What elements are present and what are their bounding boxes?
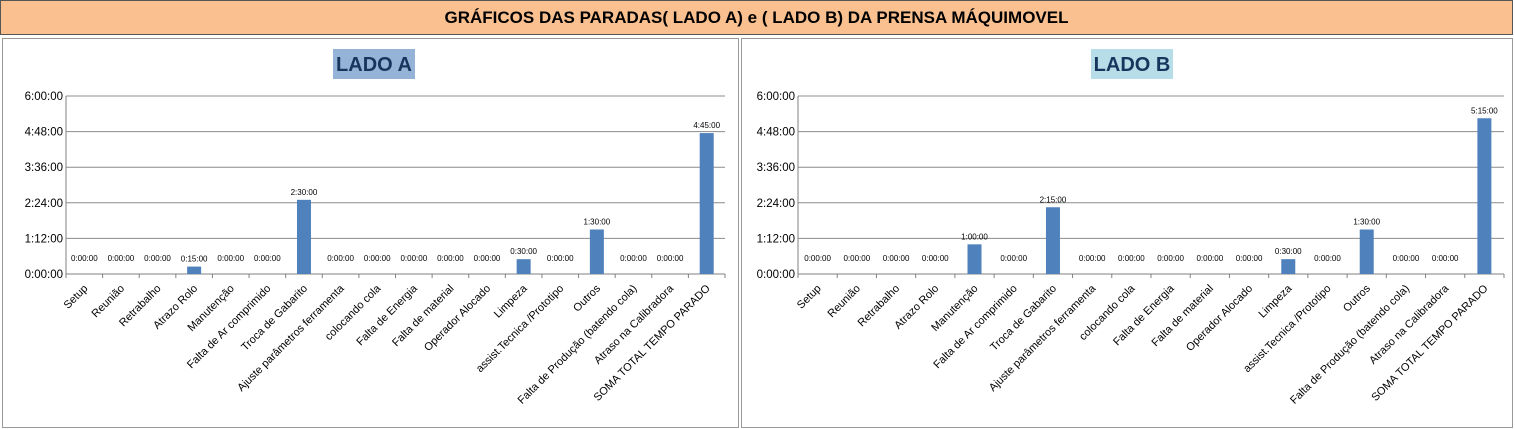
data-label: 0:00:00 [254,254,281,263]
data-label: 0:00:00 [883,254,910,263]
data-label: 0:00:00 [1393,254,1420,263]
data-label: 0:00:00 [474,254,501,263]
page-title-banner: GRÁFICOS DAS PARADAS( LADO A) e ( LADO B… [0,0,1513,35]
x-category-label: Limpeza [1257,282,1296,321]
chart-title: LADO A [336,54,412,76]
bar [589,229,604,274]
chart-lado-b: LADO B 0:00:00 1:12:00 2:24:00 3:36:00 4:48:0… [757,49,1505,407]
y-tick-label: 1:12:00 [757,233,795,245]
data-label: 2:30:00 [291,188,318,197]
data-label: 0:00:00 [1196,254,1223,263]
data-label: 0:00:00 [547,254,574,263]
data-label: 0:00:00 [400,254,427,263]
data-label: 0:00:00 [364,254,391,263]
chart-title: LADO B [1094,54,1171,76]
chart-lado-a: LADO A 0:00:00 1:12:00 2:24:00 3:36:00 4:48:0… [25,49,726,407]
data-label: 0:00:00 [1157,254,1184,263]
x-category-label: Reunião [90,283,127,320]
y-tick-label: 2:24:00 [25,198,63,210]
data-label: 0:00:00 [1314,254,1341,263]
data-label: 5:15:00 [1471,106,1498,115]
bar [1359,229,1374,274]
x-category-label: Outros [571,282,603,314]
data-label: 0:00:00 [437,254,464,263]
bar [1477,118,1492,274]
bar [1281,259,1296,274]
y-tick-label: 1:12:00 [25,233,63,245]
bar [967,244,982,274]
chart-title-box [1091,49,1173,79]
data-label: 0:00:00 [217,254,244,263]
data-label: 0:00:00 [144,254,171,263]
data-label: 0:00:00 [657,254,684,263]
data-label: 0:15:00 [181,255,208,264]
data-label: 0:00:00 [1118,254,1145,263]
y-tick-label: 6:00:00 [25,91,63,103]
data-label: 0:00:00 [71,254,98,263]
y-tick-label: 6:00:00 [757,91,795,103]
chart-title-box [333,49,415,79]
bar [1045,207,1060,274]
y-tick-label: 0:00:00 [25,269,63,281]
data-label: 0:00:00 [620,254,647,263]
data-label: 0:00:00 [922,254,949,263]
data-label: 0:30:00 [1275,247,1302,256]
data-label: 0:00:00 [327,254,354,263]
x-category-label: Operador Alocado [422,283,493,354]
data-label: 1:30:00 [584,218,611,227]
y-tick-label: 3:36:00 [757,162,795,174]
x-category-label: Setup [62,283,91,312]
data-label: 0:00:00 [804,254,831,263]
bar [187,266,202,274]
data-label: 0:00:00 [1236,254,1263,263]
data-label: 2:15:00 [1040,195,1067,204]
bar [296,199,311,274]
data-label: 0:00:00 [108,254,135,263]
bar [516,259,531,274]
x-category-label: Setup [795,283,824,312]
chart-panel-lado-b: LADO B 0:00:00 1:12:00 2:24:00 3:36:00 4:48:0… [741,38,1513,428]
data-label: 0:30:00 [510,247,537,256]
y-tick-label: 4:48:00 [25,127,63,139]
x-category-label: Operador Alocado [1184,283,1255,354]
chart-panel-lado-a: LADO A 0:00:00 1:12:00 2:24:00 3:36:00 4:48:0… [2,38,739,428]
x-category-label: Troca de Gabarito [239,283,310,354]
data-label: 0:00:00 [1079,254,1106,263]
y-tick-label: 0:00:00 [757,269,795,281]
x-category-label: Outros [1341,282,1373,314]
y-tick-label: 4:48:00 [757,127,795,139]
data-label: 0:00:00 [1000,254,1027,263]
x-category-label: Troca de Gabarito [988,283,1059,354]
data-label: 1:00:00 [961,232,988,241]
y-tick-label: 2:24:00 [757,198,795,210]
x-category-label: Reunião [825,283,862,320]
data-label: 0:00:00 [1432,254,1459,263]
x-category-label: Falta de material [390,283,456,349]
bar [699,133,714,274]
page-title: GRÁFICOS DAS PARADAS( LADO A) e ( LADO B… [444,7,1069,27]
data-label: 0:00:00 [843,254,870,263]
data-label: 1:30:00 [1353,218,1380,227]
data-label: 4:45:00 [693,121,720,130]
y-tick-label: 3:36:00 [25,162,63,174]
